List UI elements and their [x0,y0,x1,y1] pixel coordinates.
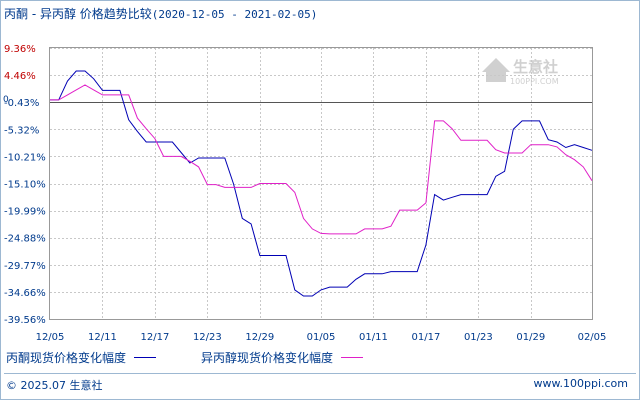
y-tick-label: -10.21% [4,152,46,163]
legend-label-ipa: 异丙醇现货价格变化幅度 [201,351,334,365]
y-tick-label: -24.88% [4,234,46,245]
house-icon [482,58,510,82]
legend-label-acetone: 丙酮现货价格变化幅度 [6,351,127,365]
y-axis-ticks: 9.36% 4.46% -0.43% -5.32% -10.21% -15.10% -19.… [3,44,46,326]
footer-copyright: © 2025.07 生意社 [6,379,103,392]
legend-item-acetone: 丙酮现货价格变化幅度 [6,349,157,366]
y-tick-label: 9.36% [4,44,36,55]
y-tick-label: -34.66% [4,288,46,299]
plot-border [49,47,593,320]
footer-link[interactable]: www.100ppi.com [533,377,628,390]
x-tick-label: 01/11 [359,332,388,343]
y-tick-label: -29.77% [4,261,46,272]
legend-item-ipa: 异丙醇现货价格变化幅度 [201,349,364,366]
series-line-acetone [50,70,593,297]
series-lines [50,70,593,297]
x-tick-label: 12/29 [245,332,274,343]
legend: 丙酮现货价格变化幅度 异丙醇现货价格变化幅度 [6,349,640,367]
grid [50,48,592,320]
x-tick-label: 12/05 [36,332,65,343]
y-tick-label: -15.10% [4,180,46,191]
chart-title: 丙酮 - 异丙醇 价格趋势比较(2020-12-05 - 2021-02-05) [4,5,317,22]
x-tick-label: 12/17 [140,332,169,343]
y-tick-label: -19.99% [4,207,46,218]
x-tick-label: 12/11 [88,332,117,343]
x-tick-label: 01/29 [516,332,545,343]
x-tick-label: 01/23 [464,332,493,343]
legend-swatch-acetone [134,357,157,358]
series-line-ipa [50,84,593,235]
footer-divider [4,373,636,374]
watermark-logo: 生意社 100PPI.COM [482,58,559,86]
footer: © 2025.07 生意社 www.100ppi.com [6,377,634,393]
y-tick-label: -0.43% [4,98,39,109]
x-tick-label: 12/23 [193,332,222,343]
y-tick-label: 4.46% [4,71,36,82]
legend-swatch-ipa [341,357,364,358]
x-tick-label: 01/05 [307,332,336,343]
watermark-subtext: 100PPI.COM [510,77,559,86]
chart-title-text: 丙酮 - 异丙醇 价格趋势比较 [4,7,152,21]
x-tick-label: 02/05 [578,332,607,343]
zero-label: 0 [3,95,9,105]
watermark-text: 生意社 [513,58,558,76]
x-tick-label: 01/17 [411,332,440,343]
chart-title-range: (2020-12-05 - 2021-02-05) [151,8,318,21]
x-axis-ticks: 12/05 12/11 12/17 12/23 12/29 01/05 01/11 01/17… [36,332,607,343]
y-tick-label: -39.56% [4,315,46,326]
y-tick-label: -5.32% [4,125,39,136]
